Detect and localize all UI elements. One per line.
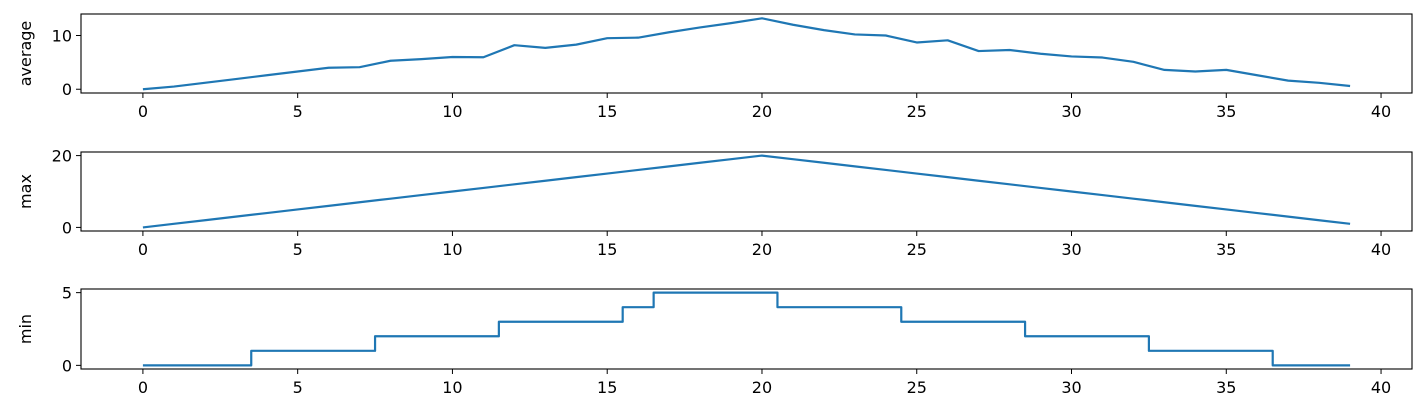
average-xtick-label: 5 (293, 102, 303, 121)
min-xtick-label: 15 (597, 378, 617, 397)
average-xtick-label: 25 (907, 102, 927, 121)
min-xtick-label: 35 (1216, 378, 1236, 397)
average-ytick-label: 10 (52, 26, 72, 45)
max-xtick-label: 10 (442, 240, 462, 259)
average-xtick-label: 15 (597, 102, 617, 121)
average-ylabel: average (16, 21, 35, 87)
max-ytick-label: 0 (62, 218, 72, 237)
max-series-line (142, 154, 1351, 229)
min-xtick-label: 30 (1061, 378, 1081, 397)
max-xtick-label: 25 (907, 240, 927, 259)
average-xtick-label: 35 (1216, 102, 1236, 121)
max-ytick-label: 20 (52, 147, 72, 166)
max-ylabel: max (16, 174, 35, 209)
average-panel: 0 5 10 15 20 25 30 35 40 0 10 average (16, 13, 1413, 121)
average-series-line (142, 17, 1351, 91)
max-xtick-label: 0 (138, 240, 148, 259)
min-xtick-label: 20 (752, 378, 772, 397)
average-ytick-label: 0 (62, 80, 72, 99)
max-xtick-label: 20 (752, 240, 772, 259)
min-ylabel: min (16, 314, 35, 344)
average-axes-frame (80, 13, 1413, 94)
average-xtick-label: 10 (442, 102, 462, 121)
max-xtick-label: 40 (1371, 240, 1391, 259)
average-xtick-label: 20 (752, 102, 772, 121)
min-panel: 0 5 10 15 20 25 30 35 40 0 5 min (16, 284, 1413, 397)
min-ytick-label: 0 (62, 356, 72, 375)
min-axes-frame (80, 288, 1413, 370)
min-xtick-label: 25 (907, 378, 927, 397)
max-xtick-label: 5 (293, 240, 303, 259)
min-xtick-label: 10 (442, 378, 462, 397)
average-xtick-label: 40 (1371, 102, 1391, 121)
average-xtick-label: 0 (138, 102, 148, 121)
min-xtick-label: 5 (293, 378, 303, 397)
min-xtick-label: 0 (138, 378, 148, 397)
min-xtick-label: 40 (1371, 378, 1391, 397)
min-ytick-label: 5 (62, 284, 72, 303)
max-xtick-label: 35 (1216, 240, 1236, 259)
min-series-line (142, 291, 1351, 367)
max-xtick-label: 30 (1061, 240, 1081, 259)
average-xtick-label: 30 (1061, 102, 1081, 121)
max-xtick-label: 15 (597, 240, 617, 259)
max-axes-frame (80, 151, 1413, 232)
max-panel: 0 5 10 15 20 25 30 35 40 0 20 max (16, 147, 1413, 259)
